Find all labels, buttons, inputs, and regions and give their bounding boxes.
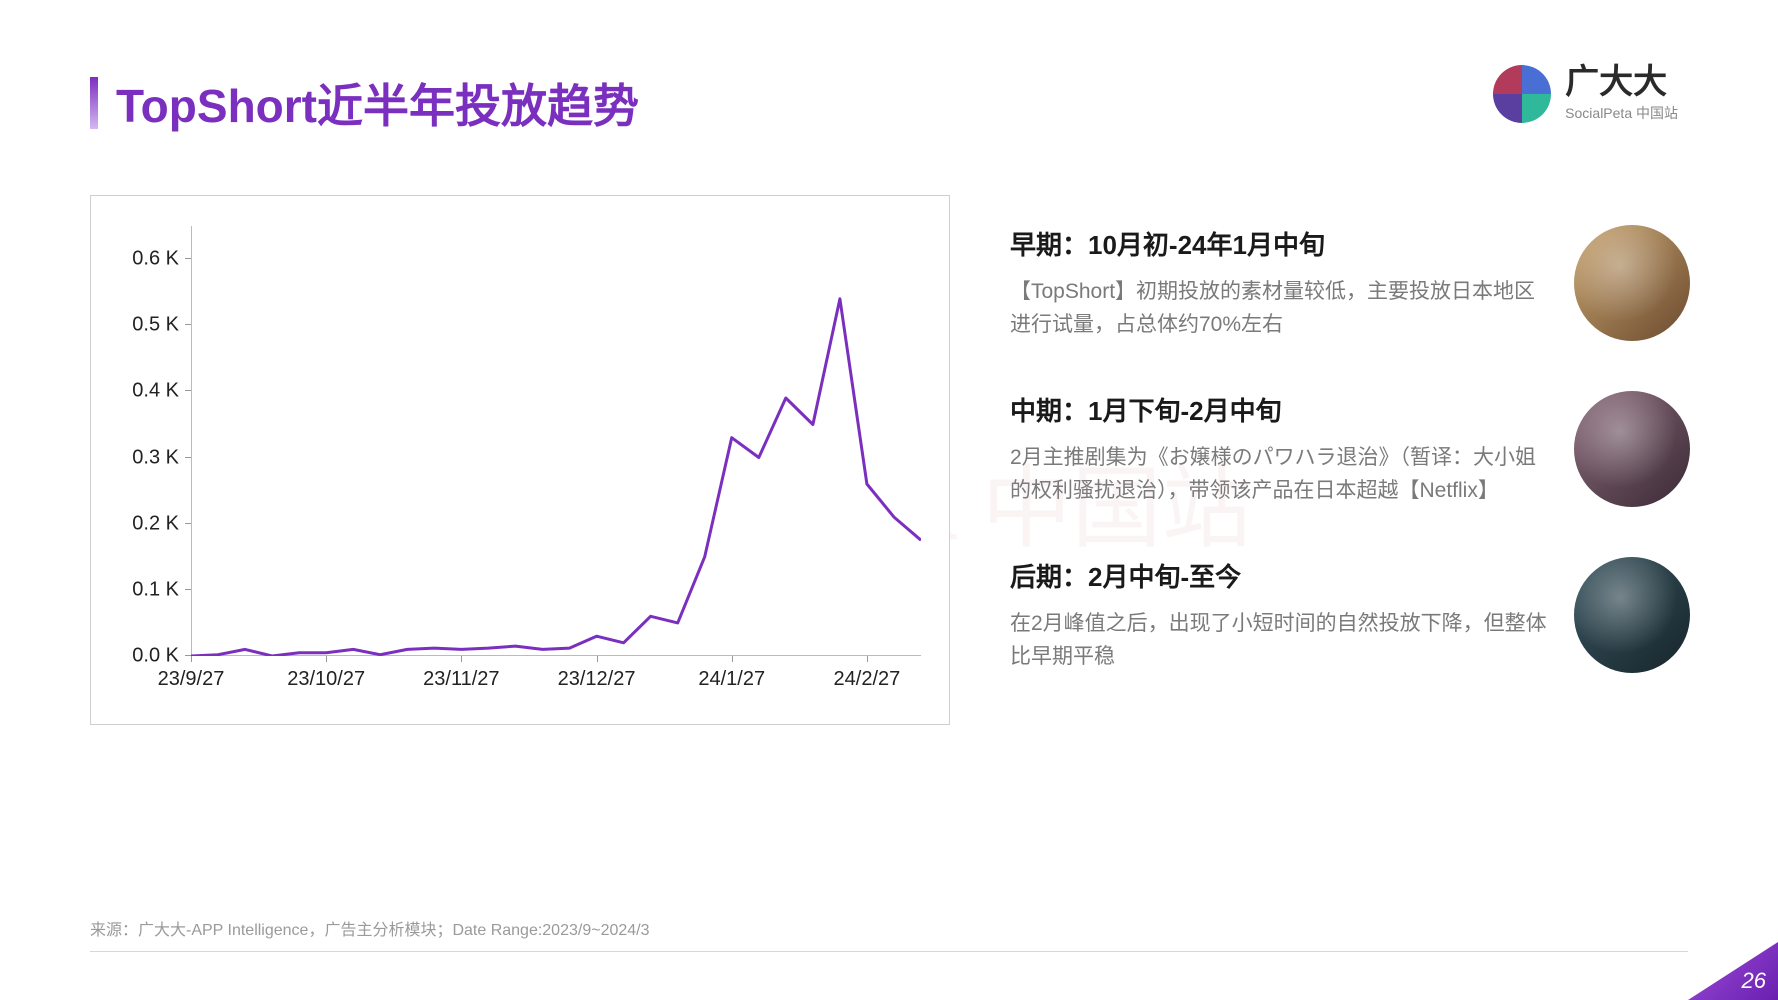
title-bar: TopShort近半年投放趋势 — [90, 70, 639, 136]
footer-divider — [90, 951, 1688, 952]
trend-line — [191, 299, 921, 656]
phase-block-1: 中期：1月下旬-2月中旬 2月主推剧集为《お嬢様のパワハラ退治》（暂译：大小姐的权… — [1010, 391, 1690, 507]
y-tick-label: 0.6 K — [132, 248, 191, 271]
page-number: 26 — [1742, 968, 1766, 994]
y-tick-label: 0.4 K — [132, 380, 191, 403]
footer-source: 来源：广大大-APP Intelligence，广告主分析模块；Date Ran… — [90, 916, 650, 940]
phase-block-2: 后期：2月中旬-至今在2月峰值之后，出现了小短时间的自然投放下降，但整体比早期平… — [1010, 557, 1690, 673]
phase-desc: 【TopShort】初期投放的素材量较低，主要投放日本地区进行试量，占总体约70… — [1010, 276, 1550, 341]
phase-thumbnail — [1574, 225, 1690, 341]
phase-desc: 2月主推剧集为《お嬢様のパワハラ退治》（暂译：大小姐的权利骚扰退治），带领该产品… — [1010, 442, 1550, 507]
chart-line-svg — [191, 226, 921, 656]
page-number-badge: 26 — [1688, 942, 1778, 1000]
trend-chart: 0.0 K0.1 K0.2 K0.3 K0.4 K0.5 K0.6 K23/9/… — [90, 195, 950, 725]
phase-descriptions: 早期：10月初-24年1月中旬【TopShort】初期投放的素材量较低，主要投放… — [1010, 225, 1690, 723]
phase-title: 中期：1月下旬-2月中旬 — [1010, 391, 1550, 428]
phase-thumbnail — [1574, 391, 1690, 507]
phase-title: 早期：10月初-24年1月中旬 — [1010, 225, 1550, 262]
y-tick-label: 0.2 K — [132, 512, 191, 535]
y-tick-label: 0.3 K — [132, 446, 191, 469]
phase-thumbnail — [1574, 557, 1690, 673]
y-tick-label: 0.5 K — [132, 314, 191, 337]
y-tick-label: 0.1 K — [132, 578, 191, 601]
logo-subtitle: SocialPeta 中国站 — [1565, 103, 1678, 123]
brand-logo: 广大大 SocialPeta 中国站 — [1493, 65, 1678, 123]
page-title: TopShort近半年投放趋势 — [116, 70, 639, 136]
logo-name: 广大大 — [1565, 65, 1678, 99]
phase-desc: 在2月峰值之后，出现了小短时间的自然投放下降，但整体比早期平稳 — [1010, 608, 1550, 673]
phase-title: 后期：2月中旬-至今 — [1010, 557, 1550, 594]
logo-icon — [1493, 65, 1551, 123]
title-accent — [90, 77, 98, 129]
phase-block-0: 早期：10月初-24年1月中旬【TopShort】初期投放的素材量较低，主要投放… — [1010, 225, 1690, 341]
